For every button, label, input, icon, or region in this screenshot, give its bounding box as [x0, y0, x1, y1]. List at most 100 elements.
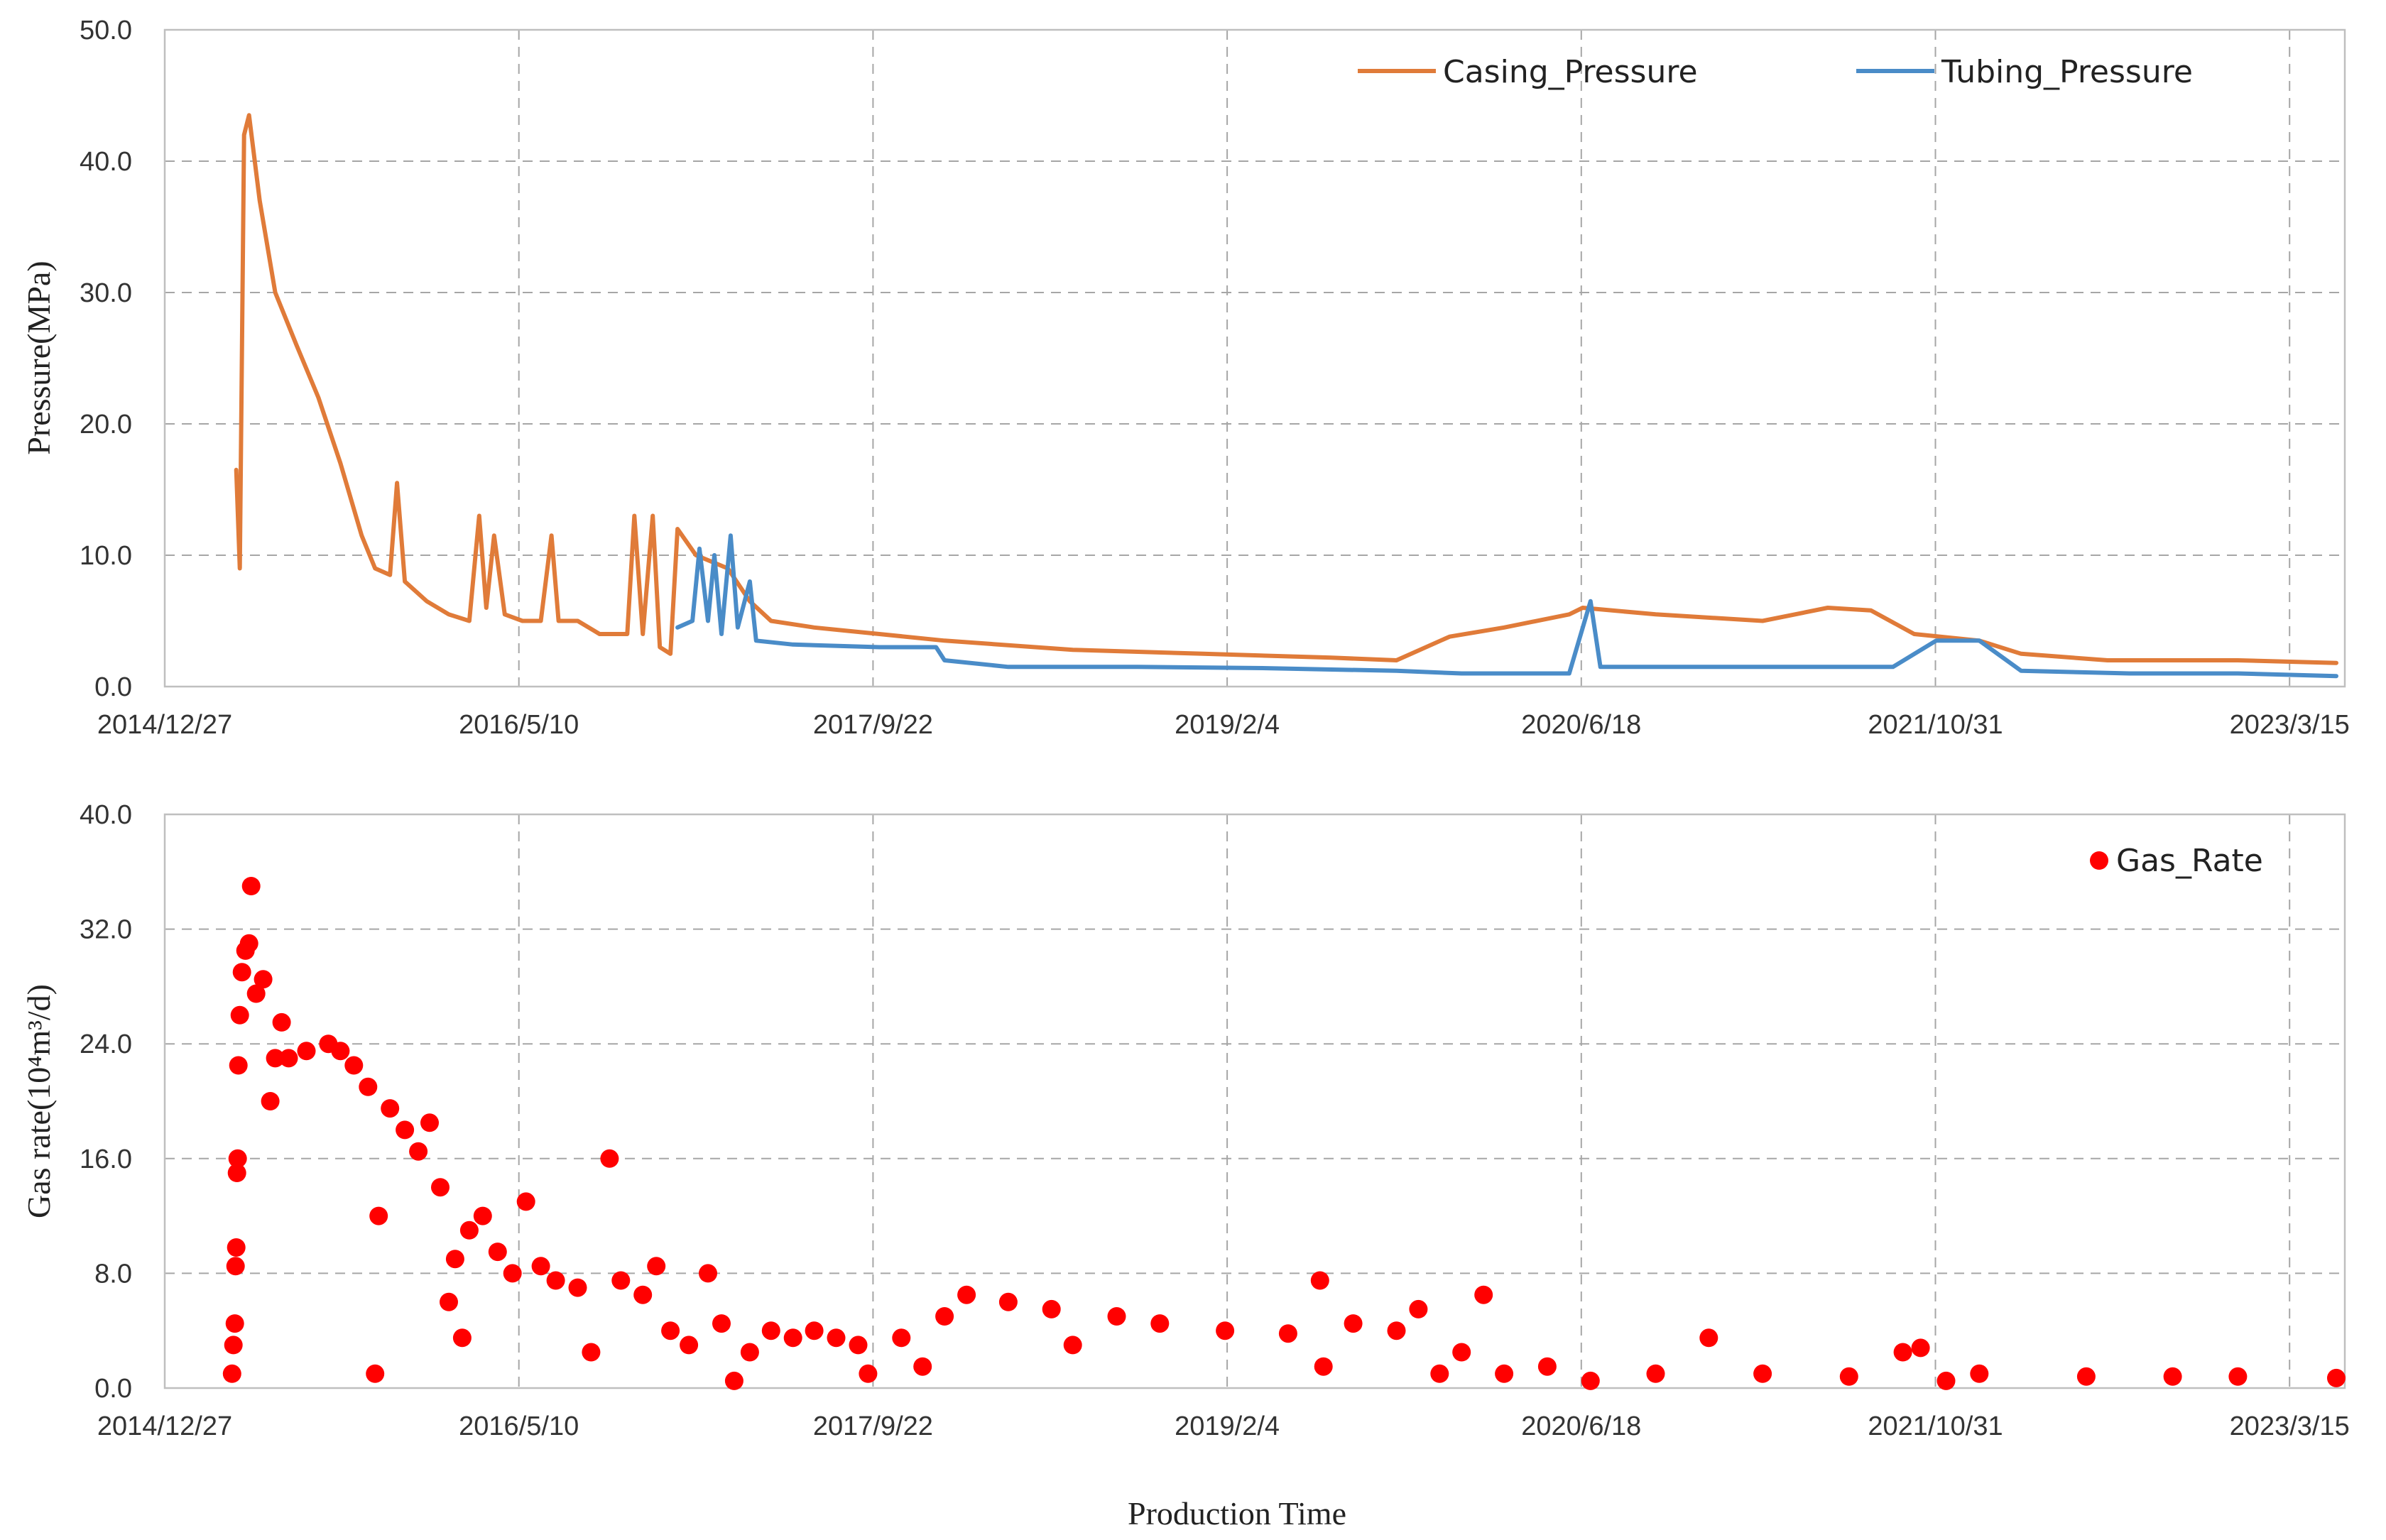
y-tick-label: 16.0 [80, 1145, 132, 1174]
y-tick-label: 30.0 [80, 278, 132, 308]
gas-rate-point [1581, 1371, 1600, 1390]
gas-rate-legend-label: Gas_Rate [2116, 843, 2263, 879]
y-tick-label: 32.0 [80, 915, 132, 945]
casing-legend-label: Casing_Pressure [1443, 54, 1698, 90]
x-tick-label: 2019/2/4 [1175, 710, 1280, 740]
gas-rate-point [957, 1285, 976, 1304]
gas-rate-point [827, 1328, 846, 1348]
x-tick-label: 2019/2/4 [1175, 1411, 1280, 1441]
gas-rate-point [699, 1264, 717, 1283]
x-axis-title: Production Time [1128, 1495, 1346, 1531]
x-tick-label: 2021/10/31 [1868, 1411, 2003, 1441]
casing-pressure-line [234, 113, 2338, 665]
gas-rate-plot-frame [163, 813, 2346, 1389]
gas-rate-point [1537, 1357, 1557, 1376]
pressure-gridlines [165, 30, 2345, 687]
gas-rate-point [254, 970, 273, 989]
y-tick-label: 0.0 [94, 1374, 132, 1404]
gas-rate-point [1753, 1364, 1772, 1383]
gas-rate-point [1699, 1328, 1718, 1348]
gas-rate-point [859, 1364, 878, 1383]
gas-rate-point [359, 1077, 378, 1096]
gas-rate-point [381, 1099, 400, 1118]
gas-rate-point [409, 1142, 428, 1161]
gas-rate-point [225, 1314, 244, 1333]
x-tick-label: 2016/5/10 [459, 1411, 579, 1441]
x-tick-label: 2017/9/22 [813, 1411, 933, 1441]
y-tick-label: 40.0 [80, 147, 132, 177]
gas-rate-point [516, 1192, 535, 1211]
gas-rate-point [611, 1271, 631, 1290]
gas-rate-point [459, 1220, 479, 1240]
gas-rate-point [420, 1113, 439, 1132]
x-tick-label: 2016/5/10 [459, 710, 579, 740]
y-tick-label: 0.0 [94, 672, 132, 702]
y-tick-label: 40.0 [80, 800, 132, 830]
gas-rate-point [1344, 1314, 1363, 1333]
gas-rate-point [712, 1314, 731, 1333]
pressure-chart: 0.0 10.0 20.0 30.0 40.0 50.0 2014/12/27 2016/5… [21, 16, 2350, 740]
pressure-legend: Casing_Pressure Tubing_Pressure [1358, 54, 2193, 90]
gas-rate-point [1430, 1364, 1449, 1383]
gas-rate-point [2327, 1368, 2346, 1387]
gas-rate-point [431, 1178, 450, 1197]
gas-rate-point [647, 1257, 666, 1276]
gas-rate-point [1063, 1336, 1082, 1355]
gas-rate-point [229, 1056, 248, 1075]
gas-rate-point [680, 1336, 699, 1355]
gas-rate-point [503, 1264, 522, 1283]
gas-rate-point [913, 1357, 932, 1376]
gas-rate-point [344, 1056, 364, 1075]
gas-rate-point [661, 1321, 680, 1340]
y-tick-label: 8.0 [94, 1259, 132, 1289]
gas-rate-point [1314, 1357, 1333, 1376]
x-tick-label: 2014/12/27 [97, 1411, 232, 1441]
gas-rate-point [1042, 1299, 1061, 1318]
gas-rate-point [239, 934, 258, 953]
gas-rate-point [1893, 1343, 1912, 1362]
gas-rate-point [224, 1336, 243, 1355]
gas-rate-y-axis-title: Gas rate(10⁴m³/d) [21, 984, 57, 1218]
y-tick-label: 10.0 [80, 541, 132, 571]
gas-rate-chart: 0.0 8.0 16.0 24.0 32.0 40.0 2014/12/27 2016/5/… [21, 800, 2350, 1531]
gas-rate-point [1310, 1271, 1329, 1290]
gas-rate-point [1495, 1364, 1514, 1383]
gas-rate-point [1839, 1367, 1858, 1386]
gas-rate-point [445, 1250, 464, 1269]
y-tick-label: 24.0 [80, 1030, 132, 1059]
gas-rate-point [2228, 1367, 2248, 1386]
gas-rate-point [724, 1371, 743, 1390]
gas-rate-point [266, 1049, 285, 1068]
gas-rate-point [1474, 1285, 1493, 1304]
gas-rate-point [241, 877, 261, 895]
tubing-pressure-line [675, 533, 2338, 679]
gas-rate-point [1216, 1321, 1235, 1340]
gas-rate-point [488, 1243, 507, 1262]
gas-rate-point [440, 1292, 458, 1311]
gas-rate-point [1936, 1371, 1956, 1390]
gas-rate-point [546, 1271, 565, 1290]
gas-rate-point [227, 1164, 246, 1182]
y-tick-label: 20.0 [80, 410, 132, 439]
gas-rate-point [849, 1336, 868, 1355]
pressure-plot-frame [163, 28, 2346, 688]
gas-rate-point [228, 1149, 247, 1168]
pressure-x-ticks: 2014/12/27 2016/5/10 2017/9/22 2019/2/4 2020… [97, 710, 2350, 740]
gas-rate-point [246, 984, 266, 1003]
x-tick-label: 2020/6/18 [1521, 1411, 1641, 1441]
gas-rate-point [761, 1321, 780, 1340]
gas-rate-point [396, 1120, 415, 1140]
gas-rate-point [279, 1049, 298, 1068]
gas-rate-point [783, 1328, 802, 1348]
x-tick-label: 2020/6/18 [1521, 710, 1641, 740]
gas-rate-point [1387, 1321, 1406, 1340]
gas-rate-point [366, 1364, 385, 1383]
gas-rate-point [633, 1285, 653, 1304]
gas-rate-series [222, 877, 2346, 1390]
tubing-legend-label: Tubing_Pressure [1941, 54, 2193, 90]
x-tick-label: 2023/3/15 [2230, 710, 2350, 740]
x-tick-label: 2014/12/27 [97, 710, 232, 740]
gas-rate-point [582, 1343, 601, 1362]
gas-rate-point [222, 1364, 241, 1383]
gas-rate-legend: Gas_Rate [2090, 843, 2263, 879]
